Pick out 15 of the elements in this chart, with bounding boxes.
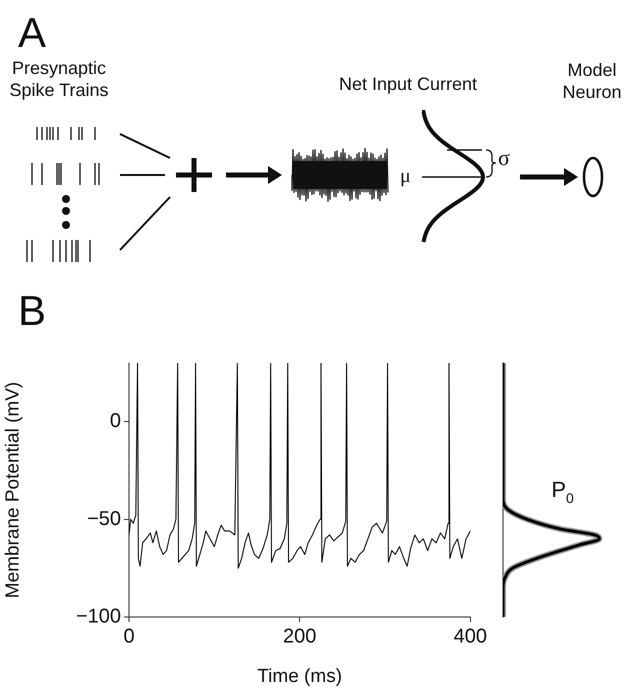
y-tick-label: 0 [110, 410, 121, 432]
x-tick-label: 0 [123, 626, 135, 648]
text: Presynaptic Spike Trains [8, 58, 110, 102]
y-tick-label: −100 [76, 606, 121, 628]
text: μ [400, 164, 411, 188]
chart-title: B [18, 286, 46, 336]
text: σ [498, 145, 510, 172]
y-axis-title: Membrane Potential (mV) [2, 382, 24, 598]
text: Net Input Current [338, 74, 478, 96]
x-tick-label: 200 [282, 626, 316, 648]
text: A [18, 8, 46, 58]
y-tick-label: −50 [87, 508, 121, 530]
x-tick-label: 400 [454, 626, 488, 648]
text: Model Neuron [561, 60, 623, 104]
x-axis-title: Time (ms) [257, 666, 342, 687]
